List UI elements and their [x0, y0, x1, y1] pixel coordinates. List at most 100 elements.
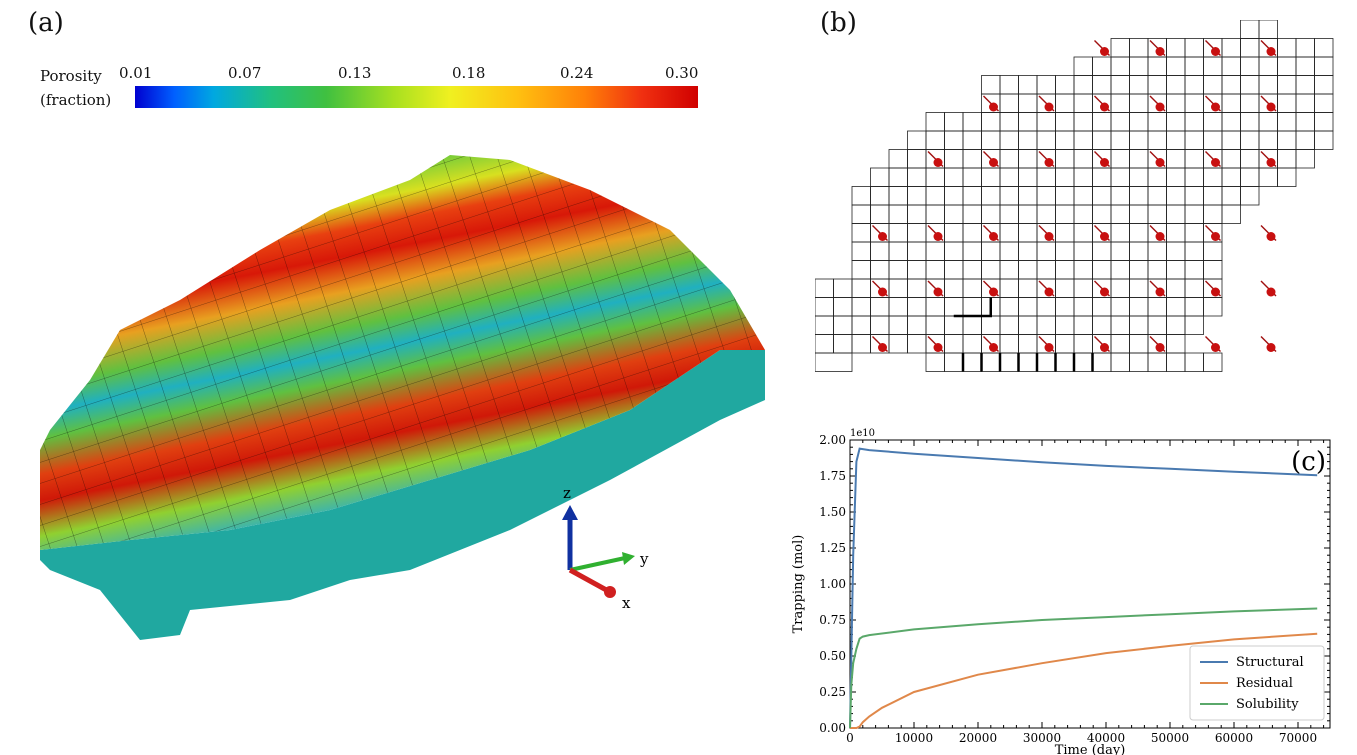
grid-cell	[888, 334, 908, 354]
grid-cell	[1092, 315, 1112, 335]
grid-cell	[851, 334, 871, 354]
grid-cell	[1295, 38, 1315, 58]
grid-cell	[888, 223, 908, 243]
well-marker	[1211, 158, 1220, 167]
grid-cell	[888, 315, 908, 335]
grid-cell	[944, 297, 964, 317]
grid-cell	[1018, 223, 1038, 243]
panel-label-b: (b)	[820, 8, 857, 38]
grid-cell	[981, 167, 1001, 187]
well-marker	[933, 287, 943, 297]
grid-cell	[870, 186, 890, 206]
grid-cell	[1277, 75, 1297, 95]
grid-cell	[1055, 315, 1075, 335]
grid-cell	[1221, 112, 1241, 132]
well-marker	[1155, 102, 1165, 112]
grid-cell	[1314, 56, 1334, 76]
grid-cell	[851, 315, 871, 335]
offset-text: 1e10	[850, 428, 875, 439]
grid-cell	[1110, 297, 1130, 317]
grid-cell	[1147, 352, 1167, 372]
grid-cell	[1018, 93, 1038, 113]
grid-cell	[888, 186, 908, 206]
grid-cell	[999, 315, 1019, 335]
grid-cell	[1166, 93, 1186, 113]
grid-cell	[1147, 297, 1167, 317]
grid-cell	[925, 186, 945, 206]
grid-cell	[1110, 149, 1130, 169]
grid-cell	[1147, 56, 1167, 76]
grid-cell	[1073, 56, 1093, 76]
grid-cell	[944, 149, 964, 169]
grid-cell	[925, 167, 945, 187]
well-marker	[1266, 47, 1276, 56]
grid-cell	[1073, 223, 1093, 243]
series-line-structural	[849, 447, 1318, 729]
grid-cell	[1295, 149, 1315, 169]
well-marker	[1155, 47, 1165, 56]
grid-cell	[1295, 112, 1315, 132]
grid-cell	[1129, 334, 1149, 354]
grid-cell	[1277, 130, 1297, 150]
grid-cell	[1036, 315, 1056, 335]
well-marker	[933, 232, 943, 241]
grid-cell	[888, 167, 908, 187]
grid-cell	[1147, 112, 1167, 132]
grid-cell	[1166, 223, 1186, 243]
grid-cell	[1129, 297, 1149, 317]
grid-cell	[1166, 38, 1186, 58]
grid-cell	[1110, 260, 1130, 280]
grid-cell	[999, 223, 1019, 243]
grid-cell	[1166, 167, 1186, 187]
grid-cell	[999, 241, 1019, 261]
grid-cell	[851, 186, 871, 206]
y-tick-label: 1.00	[819, 577, 846, 591]
grid-cell	[1295, 75, 1315, 95]
well-marker	[1100, 343, 1109, 352]
grid-cell	[1240, 186, 1260, 206]
grid-cell	[851, 297, 871, 317]
grid-cell	[962, 334, 982, 354]
grid-cell	[944, 204, 964, 224]
grid-cell	[999, 149, 1019, 169]
grid-cell	[907, 223, 927, 243]
grid-cell	[1036, 186, 1056, 206]
trapping-chart: 0.00 0.25 0.50 0.75 1.00 1.25 1.50 1.75 2.00 0 100…	[791, 428, 1331, 755]
grid-cell	[999, 297, 1019, 317]
grid-cell	[1184, 167, 1204, 187]
grid-cell	[962, 204, 982, 224]
grid-cell	[1184, 38, 1204, 58]
reservoir-side	[40, 350, 765, 640]
grid-cell	[925, 297, 945, 317]
grid-cell	[1073, 352, 1093, 372]
grid-cell	[1129, 186, 1149, 206]
grid-cell	[1295, 130, 1315, 150]
well-marker	[1044, 232, 1054, 241]
panel-label-c: (c)	[1291, 447, 1326, 477]
well-marker	[1211, 47, 1220, 56]
grid-cell	[1314, 38, 1334, 58]
grid-cell	[1055, 334, 1075, 354]
grid-cell	[1055, 93, 1075, 113]
grid-cell	[1314, 130, 1334, 150]
grid-cell	[1036, 75, 1056, 95]
grid-cell	[851, 204, 871, 224]
grid-cell	[1203, 186, 1223, 206]
well-marker	[1100, 287, 1109, 297]
grid-cell	[925, 352, 945, 372]
grid-cell	[1203, 297, 1223, 317]
grid-cell	[1166, 112, 1186, 132]
grid-cell	[1184, 204, 1204, 224]
y-axis-label: Trapping (mol)	[791, 535, 806, 634]
grid-cell	[944, 130, 964, 150]
well-marker	[1100, 47, 1109, 56]
grid-cell	[981, 352, 1001, 372]
grid-cell	[1036, 130, 1056, 150]
grid-cell	[1092, 352, 1112, 372]
grid-cell	[944, 241, 964, 261]
well-marker	[989, 158, 998, 167]
colorbar-title-line1: Porosity	[40, 67, 102, 85]
well-grid-map	[815, 20, 1334, 372]
grid-cells	[815, 20, 1334, 372]
grid-cell	[1221, 38, 1241, 58]
